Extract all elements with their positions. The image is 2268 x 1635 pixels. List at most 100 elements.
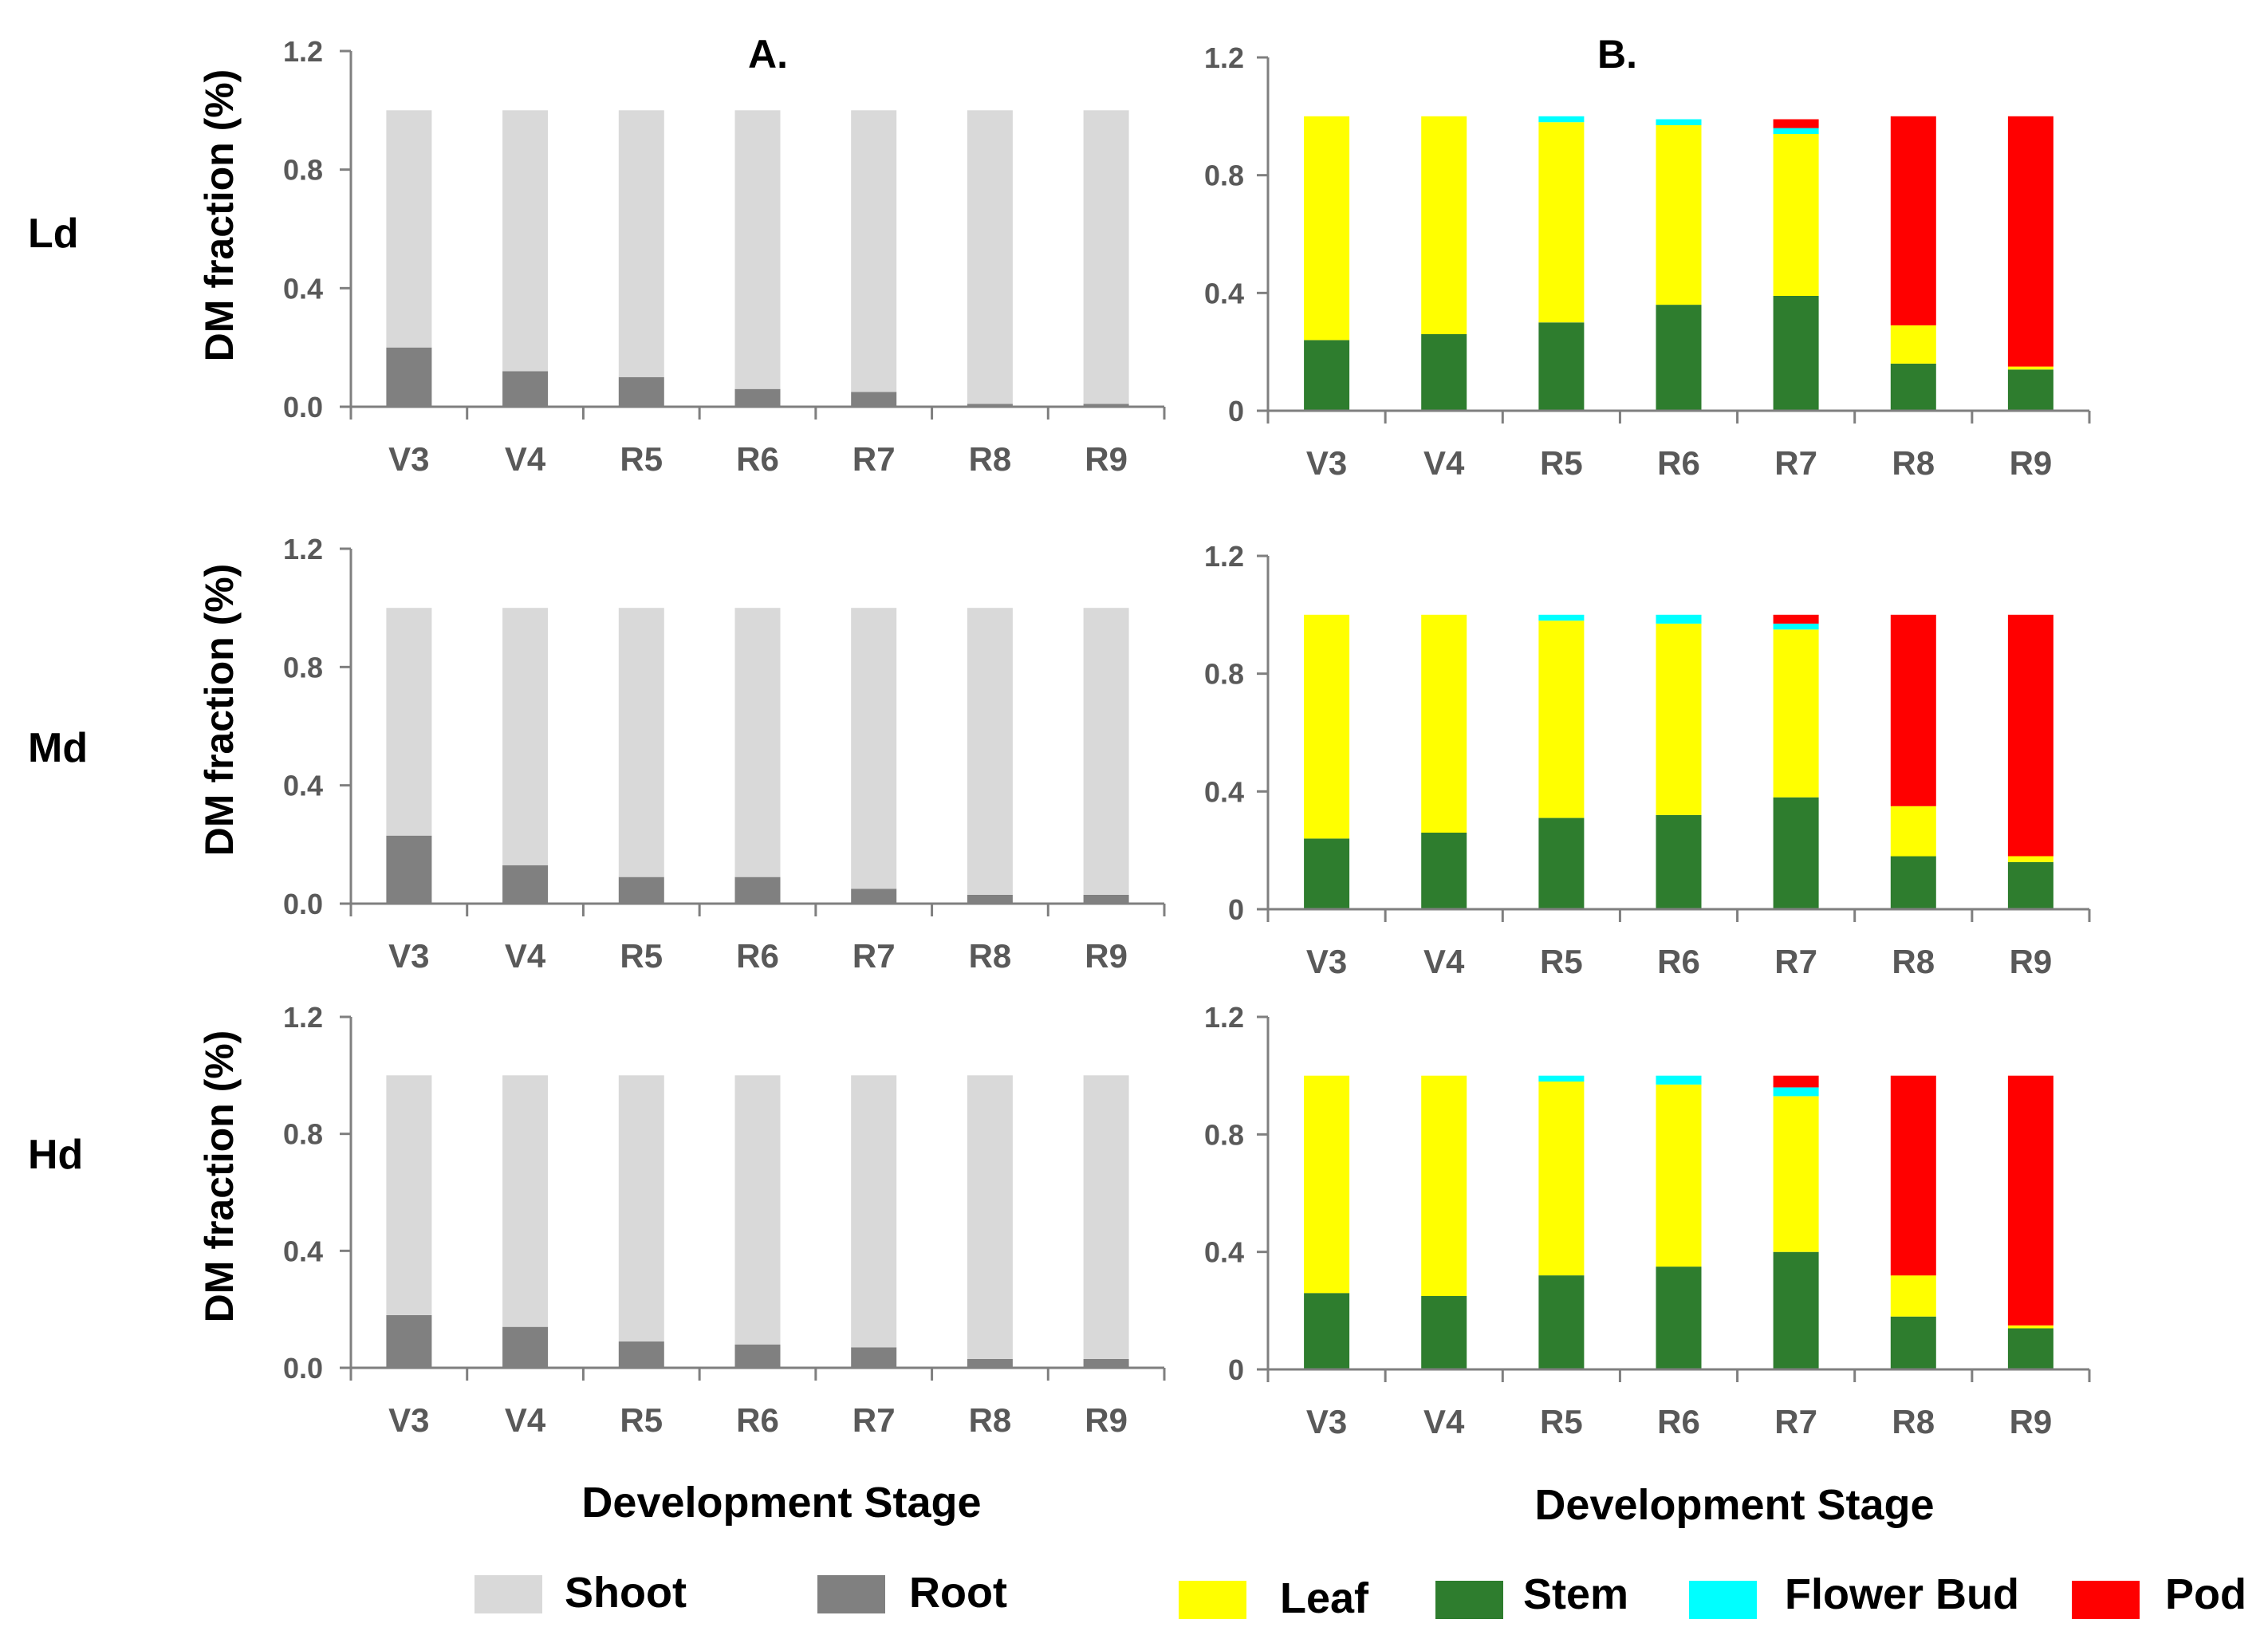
bar-b-ld-stem-v3 xyxy=(1304,340,1350,411)
x-tick-label-a-md-v4: V4 xyxy=(505,937,546,975)
bar-b-md-leaf-r9 xyxy=(2007,856,2053,862)
panel-b-md-chart: 0 0.4 0.8 1.2 V3 V4 R5 R6 R7 R8 R9 xyxy=(1204,540,2091,980)
y-tick-label-a-md-1-2: 1.2 xyxy=(283,533,323,565)
x-tick-label-a-md-r9: R9 xyxy=(1085,937,1128,975)
bar-b-hd-pod-r7 xyxy=(1773,1075,1819,1088)
bar-b-md-stem-r6 xyxy=(1656,814,1702,909)
y-tick-label-a-hd-0-4: 0.4 xyxy=(283,1235,323,1267)
bar-b-ld-flower-bud-r5 xyxy=(1538,116,1585,123)
bar-b-hd-stem-v4 xyxy=(1421,1295,1467,1369)
bar-b-hd-stem-r8 xyxy=(1890,1316,1936,1369)
bar-a-hd-shoot-r6 xyxy=(734,1075,781,1345)
bar-a-ld-shoot-r9 xyxy=(1083,110,1129,404)
panel-title-b: B. xyxy=(1597,32,1637,77)
bar-b-hd-leaf-r9 xyxy=(2007,1325,2053,1329)
bar-b-ld-stem-r8 xyxy=(1890,363,1936,411)
legend: Shoot Root Leaf Stem Flower Bud Pod xyxy=(474,1569,2246,1622)
bar-b-md-stem-r7 xyxy=(1773,797,1819,909)
bar-a-md-root-r9 xyxy=(1083,894,1129,904)
bar-b-hd-stem-r6 xyxy=(1656,1267,1702,1369)
bar-b-md-stem-r9 xyxy=(2007,861,2053,909)
x-tick-label-b-md-r6: R6 xyxy=(1657,943,1700,980)
bar-a-md-shoot-r9 xyxy=(1083,608,1129,895)
bar-b-ld-pod-r9 xyxy=(2007,116,2053,367)
bar-b-hd-leaf-r7 xyxy=(1773,1096,1819,1252)
x-tick-label-b-hd-r7: R7 xyxy=(1774,1403,1817,1440)
legend-swatch-stem xyxy=(1435,1581,1503,1619)
bar-a-ld-shoot-v3 xyxy=(386,110,432,348)
panel-a-ld-chart: 0.0 0.4 0.8 1.2 V3 V4 R5 R6 R7 R8 R9 xyxy=(283,35,1166,478)
x-tick-label-a-md-v3: V3 xyxy=(388,937,429,975)
bar-a-hd-shoot-r8 xyxy=(967,1075,1013,1359)
bar-b-ld-stem-r6 xyxy=(1656,305,1702,411)
bar-b-md-leaf-v3 xyxy=(1304,614,1350,839)
legend-label-flower-bud: Flower Bud xyxy=(1785,1570,2019,1618)
y-tick-label-b-ld-1-2: 1.2 xyxy=(1204,41,1244,74)
bar-b-hd-flower-bud-r6 xyxy=(1656,1075,1702,1085)
x-tick-label-a-ld-v3: V3 xyxy=(388,440,429,478)
y-tick-label-a-ld-0-0: 0.0 xyxy=(283,391,323,424)
y-tick-label-a-hd-1-2: 1.2 xyxy=(283,1001,323,1034)
bar-a-hd-root-r7 xyxy=(851,1347,897,1368)
panel-b-hd-chart: 0 0.4 0.8 1.2 V3 V4 R5 R6 R7 R8 R9 xyxy=(1204,1001,2091,1440)
bar-b-ld-stem-v4 xyxy=(1421,334,1467,411)
y-tick-label-a-ld-0-4: 0.4 xyxy=(283,272,323,305)
x-tick-label-a-ld-r7: R7 xyxy=(852,440,896,478)
row-label-md: Md xyxy=(28,725,88,771)
bar-a-ld-root-r5 xyxy=(618,376,664,407)
bar-a-md-shoot-r8 xyxy=(967,608,1013,895)
bar-b-ld-flower-bud-r7 xyxy=(1773,128,1819,134)
x-tick-label-b-ld-r6: R6 xyxy=(1657,444,1700,482)
bar-a-ld-root-v3 xyxy=(386,347,432,407)
bar-a-md-root-v3 xyxy=(386,835,432,904)
bar-a-ld-root-r8 xyxy=(967,404,1013,407)
y-axis-title-ld: DM fraction (%) xyxy=(197,69,242,362)
row-label-ld: Ld xyxy=(28,211,79,257)
bar-b-ld-stem-r7 xyxy=(1773,296,1819,411)
bar-a-hd-shoot-v3 xyxy=(386,1075,432,1315)
bar-b-ld-leaf-r5 xyxy=(1538,122,1585,323)
bar-a-hd-root-r9 xyxy=(1083,1359,1129,1368)
bar-b-md-leaf-v4 xyxy=(1421,614,1467,833)
bar-b-md-stem-r8 xyxy=(1890,856,1936,909)
panel-b-ld-chart: 0 0.4 0.8 1.2 V3 V4 R5 R6 R7 R8 R9 xyxy=(1204,41,2091,482)
y-axis-title-md: DM fraction (%) xyxy=(197,564,242,857)
bar-a-hd-shoot-v4 xyxy=(502,1075,549,1327)
bar-b-hd-leaf-v3 xyxy=(1304,1075,1350,1294)
bar-a-ld-shoot-r7 xyxy=(851,110,897,392)
bar-a-md-shoot-r7 xyxy=(851,608,897,889)
x-tick-label-a-md-r8: R8 xyxy=(969,937,1012,975)
bar-b-ld-pod-r7 xyxy=(1773,119,1819,128)
bar-a-hd-shoot-r7 xyxy=(851,1075,897,1348)
bar-b-md-flower-bud-r6 xyxy=(1656,614,1702,624)
x-tick-label-a-ld-r9: R9 xyxy=(1085,440,1128,478)
y-tick-label-b-hd-1-2: 1.2 xyxy=(1204,1001,1244,1034)
y-tick-label-b-md-0-8: 0.8 xyxy=(1204,658,1244,691)
x-tick-label-a-hd-v3: V3 xyxy=(388,1401,429,1439)
y-tick-label-b-hd-0-8: 0.8 xyxy=(1204,1118,1244,1151)
x-tick-label-a-hd-v4: V4 xyxy=(505,1401,546,1439)
y-tick-label-b-ld-0-8: 0.8 xyxy=(1204,160,1244,192)
bar-b-md-stem-v3 xyxy=(1304,838,1350,909)
x-tick-label-b-md-r7: R7 xyxy=(1774,943,1817,980)
y-tick-label-b-ld-0-4: 0.4 xyxy=(1204,277,1244,309)
y-tick-label-a-md-0-4: 0.4 xyxy=(283,770,323,802)
bar-b-hd-flower-bud-r5 xyxy=(1538,1075,1585,1082)
bar-b-md-leaf-r5 xyxy=(1538,621,1585,818)
x-tick-label-b-ld-r5: R5 xyxy=(1540,444,1583,482)
bar-a-ld-root-r6 xyxy=(734,388,781,407)
bar-b-md-flower-bud-r7 xyxy=(1773,623,1819,630)
x-tick-label-b-md-r5: R5 xyxy=(1540,943,1583,980)
bar-b-md-pod-r8 xyxy=(1890,614,1936,806)
y-tick-label-a-md-0-8: 0.8 xyxy=(283,651,323,684)
x-tick-label-b-md-v3: V3 xyxy=(1306,943,1347,980)
bar-a-ld-shoot-r5 xyxy=(618,110,664,377)
bar-a-ld-shoot-r6 xyxy=(734,110,781,389)
x-tick-label-b-hd-v4: V4 xyxy=(1423,1403,1465,1440)
bar-a-hd-root-r5 xyxy=(618,1341,664,1368)
y-tick-label-a-md-0-0: 0.0 xyxy=(283,888,323,920)
x-tick-label-a-ld-v4: V4 xyxy=(505,440,546,478)
bar-b-hd-stem-v3 xyxy=(1304,1293,1350,1369)
x-tick-label-b-ld-r9: R9 xyxy=(2010,444,2053,482)
bar-b-md-leaf-r6 xyxy=(1656,623,1702,815)
